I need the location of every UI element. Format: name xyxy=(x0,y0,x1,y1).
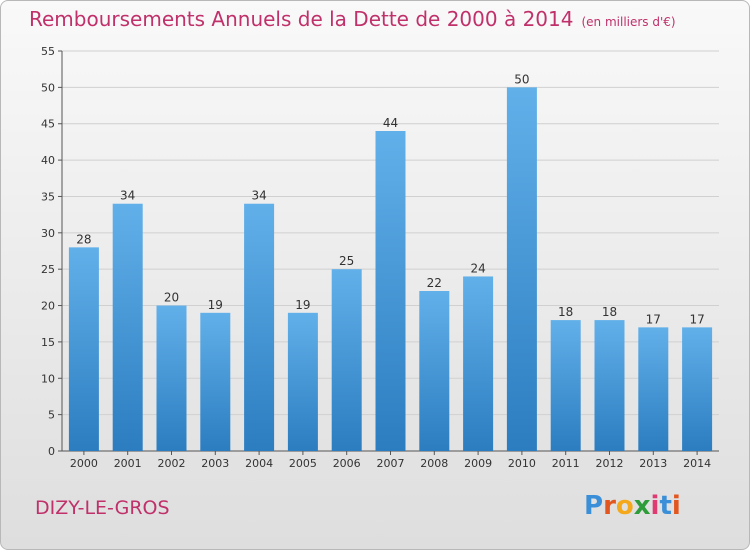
bar-2001 xyxy=(112,203,143,451)
x-tick-label: 2009 xyxy=(464,457,492,470)
y-tick-label: 30 xyxy=(41,227,55,240)
commune-name: DIZY-LE-GROS xyxy=(35,497,170,519)
y-tick-label: 50 xyxy=(41,81,55,94)
bar-2009 xyxy=(463,276,494,451)
value-label: 28 xyxy=(76,232,91,246)
bar-2011 xyxy=(550,320,581,451)
value-label: 18 xyxy=(602,305,617,319)
y-tick-label: 45 xyxy=(41,118,55,131)
bar-2000 xyxy=(68,247,99,451)
logo-letter: t xyxy=(659,491,672,521)
y-tick-label: 55 xyxy=(41,45,55,58)
bar-2002 xyxy=(156,305,187,451)
y-tick-label: 20 xyxy=(41,300,55,313)
x-tick-label: 2004 xyxy=(245,457,273,470)
y-tick-label: 35 xyxy=(41,190,55,203)
x-tick-label: 2000 xyxy=(70,457,98,470)
y-tick-label: 15 xyxy=(41,336,55,349)
bar-2003 xyxy=(200,312,231,451)
value-label: 34 xyxy=(120,189,135,203)
bar-2005 xyxy=(287,312,318,451)
logo-letter: i xyxy=(671,491,681,521)
logo-letter: o xyxy=(615,491,634,521)
x-tick-label: 2014 xyxy=(683,457,711,470)
value-label: 19 xyxy=(208,298,223,312)
x-tick-label: 2001 xyxy=(114,457,142,470)
bar-2012 xyxy=(594,320,625,451)
value-label: 19 xyxy=(295,298,310,312)
value-label: 17 xyxy=(689,312,704,326)
x-tick-label: 2013 xyxy=(639,457,667,470)
logo-letter: P xyxy=(584,491,604,521)
x-tick-label: 2011 xyxy=(552,457,580,470)
y-tick-label: 25 xyxy=(41,263,55,276)
x-tick-label: 2010 xyxy=(508,457,536,470)
unit-label: (en milliers d'€) xyxy=(581,15,676,29)
bar-2014 xyxy=(682,327,713,451)
title-text: Remboursements Annuels de la Dette de 20… xyxy=(29,7,574,31)
value-label: 20 xyxy=(164,291,179,305)
value-label: 24 xyxy=(470,261,485,275)
bar-2007 xyxy=(375,131,406,451)
value-label: 22 xyxy=(427,276,442,290)
x-tick-label: 2007 xyxy=(377,457,405,470)
value-label: 25 xyxy=(339,254,354,268)
value-label: 50 xyxy=(514,72,529,86)
y-tick-label: 0 xyxy=(48,445,55,458)
x-tick-label: 2006 xyxy=(333,457,361,470)
logo-letter: i xyxy=(650,491,660,521)
x-tick-label: 2012 xyxy=(596,457,624,470)
y-tick-label: 40 xyxy=(41,154,55,167)
bar-2008 xyxy=(419,291,450,451)
value-label: 17 xyxy=(646,312,661,326)
chart-title: Remboursements Annuels de la Dette de 20… xyxy=(29,7,676,31)
value-label: 34 xyxy=(251,189,266,203)
x-tick-label: 2002 xyxy=(158,457,186,470)
x-tick-label: 2008 xyxy=(420,457,448,470)
bar-2006 xyxy=(331,269,362,451)
y-tick-label: 5 xyxy=(48,409,55,422)
x-tick-label: 2005 xyxy=(289,457,317,470)
proxiti-logo: Proxiti xyxy=(584,491,681,521)
logo-letter: x xyxy=(633,491,651,521)
y-tick-label: 10 xyxy=(41,372,55,385)
bar-2013 xyxy=(638,327,669,451)
bar-2004 xyxy=(244,203,275,451)
value-label: 18 xyxy=(558,305,573,319)
x-tick-label: 2003 xyxy=(201,457,229,470)
bar-2010 xyxy=(506,87,537,451)
logo-letter: r xyxy=(603,491,616,521)
value-label: 44 xyxy=(383,116,398,130)
